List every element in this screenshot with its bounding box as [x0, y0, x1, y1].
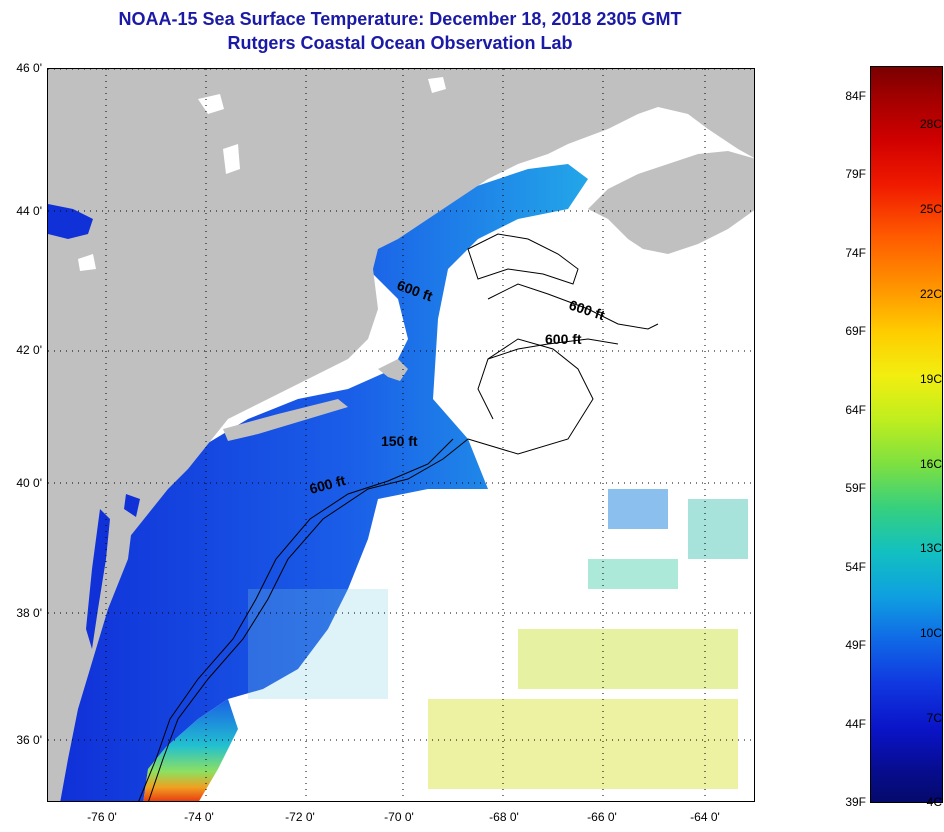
map-title: NOAA-15 Sea Surface Temperature: Decembe…: [118, 9, 682, 29]
colorbar-c-13: 13C: [919, 541, 942, 555]
temperature-colorbar: [870, 66, 943, 803]
bathymetry-contours: [138, 233, 659, 801]
lon-label-70: -70 0': [384, 810, 414, 824]
lon-label-74: -74 0': [184, 810, 214, 824]
shelf-water: [58, 164, 588, 801]
colorbar-f-79: 79F: [845, 167, 866, 181]
land: [48, 69, 754, 801]
colorbar-c-4: 4C: [926, 795, 942, 809]
colorbar-f-84: 84F: [845, 89, 866, 103]
colorbar-c-16: 16C: [919, 457, 942, 471]
colorbar-c-19: 19C: [919, 372, 942, 386]
lat-label-42: 42 0': [16, 343, 42, 357]
lat-label-44: 44 0': [16, 204, 42, 218]
lat-label-36: 36 0': [16, 733, 42, 747]
colorbar-f-44: 44F: [845, 717, 866, 731]
lon-label-64: -64 0': [690, 810, 720, 824]
gulf-stream-water: [143, 699, 238, 801]
lat-label-46: 46 0': [16, 61, 42, 75]
map-canvas: 600 ft 600 ft 600 ft 150 ft 600 ft: [48, 69, 754, 801]
contour-label-600ft-georges: 600 ft: [545, 331, 582, 347]
colorbar-f-59: 59F: [845, 481, 866, 495]
colorbar-gradient: [870, 66, 943, 803]
lon-label-66: -66 0': [587, 810, 617, 824]
colorbar-c-22: 22C: [919, 287, 942, 301]
lon-label-72: -72 0': [285, 810, 315, 824]
colorbar-c-10: 10C: [919, 626, 942, 640]
colorbar-c-7: 7C: [926, 711, 942, 725]
graticule: [48, 69, 754, 801]
map-subtitle: Rutgers Coastal Ocean Observation Lab: [227, 33, 573, 53]
lat-label-38: 38 0': [16, 606, 42, 620]
sst-map: 600 ft 600 ft 600 ft 150 ft 600 ft: [47, 68, 755, 802]
colorbar-f-54: 54F: [845, 560, 866, 574]
colorbar-f-49: 49F: [845, 638, 866, 652]
colorbar-c-28: 28C: [919, 117, 942, 131]
contour-label-150ft: 150 ft: [381, 433, 418, 449]
colorbar-f-64: 64F: [845, 403, 866, 417]
colorbar-f-69: 69F: [845, 324, 866, 338]
lat-label-40: 40 0': [16, 476, 42, 490]
lon-label-68: -68 0': [489, 810, 519, 824]
lon-label-76: -76 0': [87, 810, 117, 824]
colorbar-f-74: 74F: [845, 246, 866, 260]
colorbar-f-39: 39F: [845, 795, 866, 809]
colorbar-c-25: 25C: [919, 202, 942, 216]
